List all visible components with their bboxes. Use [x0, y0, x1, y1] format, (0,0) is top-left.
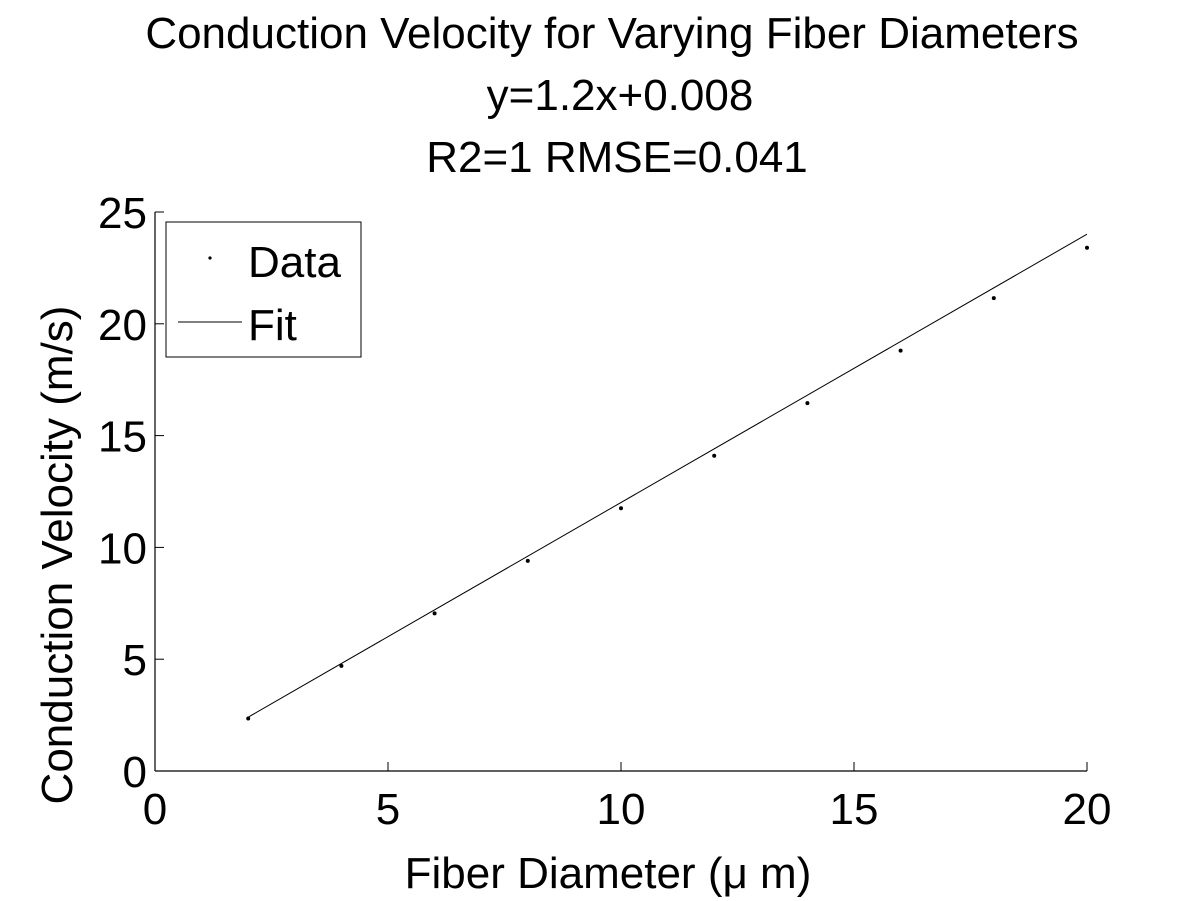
- y-tick-label: 20: [98, 301, 147, 350]
- title-line-3: R2=1 RMSE=0.041: [426, 133, 808, 182]
- x-tick-label: 20: [1063, 785, 1112, 834]
- data-point: [991, 296, 996, 301]
- x-axis-label: Fiber Diameter (μ m): [405, 849, 812, 898]
- legend-data-marker: [208, 256, 212, 260]
- legend-box: [165, 221, 362, 358]
- data-point: [246, 716, 251, 721]
- y-tick-label: 25: [98, 189, 147, 238]
- y-axis-label: Conduction Velocity (m/s): [33, 306, 82, 805]
- x-tick-label: 10: [597, 785, 646, 834]
- fit-line: [247, 233, 1088, 718]
- x-tick-label: 15: [830, 785, 879, 834]
- title-line-1: Conduction Velocity for Varying Fiber Di…: [145, 9, 1078, 58]
- data-point: [619, 506, 623, 511]
- y-tick-label: 10: [98, 524, 147, 573]
- chart-title: Conduction Velocity for Varying Fiber Di…: [145, 9, 1078, 182]
- data-point: [898, 348, 903, 353]
- x-axis-ticks: 0 5 10 15 20: [143, 762, 1112, 834]
- data-point: [432, 611, 437, 616]
- data-point: [712, 453, 717, 458]
- data-point: [339, 663, 344, 668]
- legend: Data Fit: [165, 221, 362, 358]
- y-tick-label: 5: [123, 636, 147, 685]
- legend-label-data: Data: [248, 238, 341, 287]
- data-point: [525, 558, 530, 563]
- y-tick-label: 15: [98, 413, 147, 462]
- x-tick-label: 5: [376, 785, 400, 834]
- x-tick-label: 0: [143, 785, 167, 834]
- y-axis-ticks: 0 5 10 15 20 25: [98, 189, 164, 797]
- data-point: [805, 401, 810, 406]
- y-tick-label: 0: [123, 748, 147, 797]
- data-point: [1085, 245, 1089, 250]
- legend-label-fit: Fit: [248, 301, 297, 350]
- plot-series: [246, 233, 1089, 721]
- title-line-2: y=1.2x+0.008: [487, 71, 754, 120]
